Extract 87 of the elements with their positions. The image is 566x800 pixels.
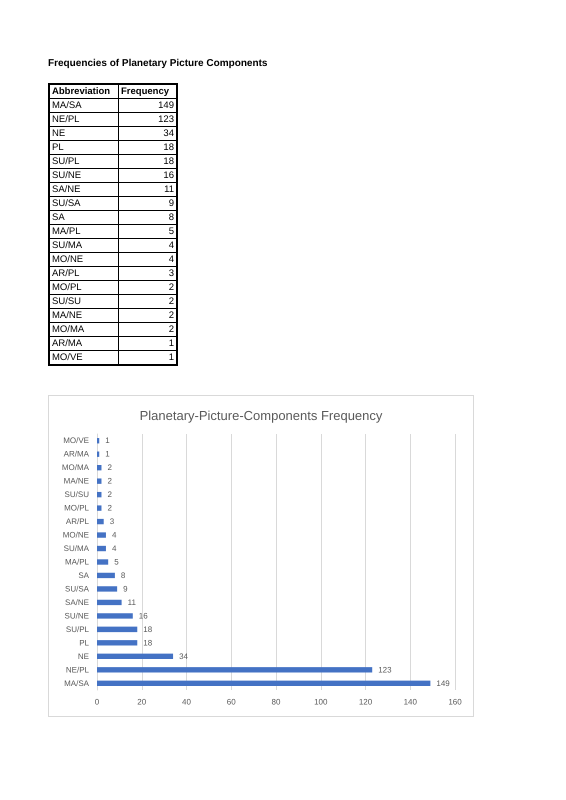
bar [97, 600, 122, 606]
y-tick-label: SA/NE [64, 598, 89, 607]
y-tick-label: AR/MA [64, 450, 90, 459]
data-label: 3 [110, 517, 115, 526]
data-label: 4 [112, 544, 117, 554]
y-tick-label: SU/MA [64, 544, 90, 554]
text: Frequency [118, 84, 177, 98]
data-label: 18 [118, 154, 177, 168]
y-tick-label: MA/NE [64, 476, 89, 486]
data-label: 9 [123, 584, 128, 594]
data-label: 4 [118, 252, 177, 266]
chart-title: Planetary-Picture-Components Frequency [140, 408, 383, 423]
data-label: 4 [112, 530, 117, 540]
data-label: 18 [143, 624, 153, 634]
y-tick-label: MA/SA [64, 678, 90, 688]
x-tick-label: 20 [137, 698, 147, 706]
data-label: 149 [436, 678, 450, 688]
data-label: 1 [118, 336, 177, 350]
x-tick-label: 120 [358, 698, 373, 706]
y-tick-label: SU/NE [64, 611, 89, 620]
bar [97, 667, 372, 672]
x-tick-label: 100 [314, 698, 328, 706]
data-label: 2 [118, 280, 177, 294]
data-label: 34 [118, 126, 177, 140]
data-label: 149 [118, 98, 177, 112]
bar [97, 464, 102, 470]
bar [97, 586, 118, 592]
x-tick-label: 0 [94, 698, 100, 706]
data-label: 5 [118, 224, 177, 238]
bar [97, 680, 430, 686]
data-label: 2 [107, 504, 112, 513]
bar [97, 546, 106, 552]
bar [97, 505, 102, 511]
y-tick-label: MO/PL [64, 504, 90, 513]
data-label: 8 [118, 210, 177, 224]
data-label: 16 [118, 168, 177, 182]
y-tick-label: MO/VE [63, 436, 89, 446]
data-label: 34 [179, 652, 189, 661]
y-tick-label: SU/SA [64, 584, 90, 594]
data-label: 2 [107, 490, 112, 500]
data-label: 2 [107, 476, 112, 486]
bar [97, 492, 102, 498]
x-tick-label: 140 [404, 698, 418, 706]
data-label: 2 [118, 322, 177, 336]
data-label: 8 [120, 570, 126, 580]
y-tick-label: SU/SU [64, 490, 90, 500]
data-label: 9 [118, 196, 177, 210]
data-label: 2 [118, 294, 177, 308]
data-label: 1 [105, 450, 110, 459]
bar [97, 572, 115, 578]
data-label: 5 [114, 558, 120, 566]
bar [97, 559, 108, 565]
bar [97, 654, 174, 660]
data-label: 18 [143, 638, 153, 648]
bar [97, 532, 106, 538]
x-tick-label: 160 [448, 698, 462, 706]
text: Abbreviation [49, 84, 118, 98]
x-tick-label: 40 [182, 698, 192, 706]
bar [97, 613, 133, 619]
data-label: 16 [138, 611, 148, 620]
y-tick-label: SU/PL [66, 624, 90, 634]
data-label: 11 [118, 182, 177, 196]
data-label: 123 [118, 112, 177, 126]
y-tick-label: PL [79, 638, 90, 648]
y-tick-label: MA/PL [64, 558, 90, 566]
bar [97, 626, 138, 632]
bar [97, 518, 104, 524]
data-label: 18 [118, 140, 177, 154]
y-tick-label: NE [78, 652, 89, 661]
y-tick-label: AR/PL [66, 517, 90, 526]
data-label: 1 [118, 350, 177, 365]
x-tick-label: 60 [226, 698, 236, 706]
y-tick-label: NE/PL [66, 665, 90, 674]
text: Frequencies of Planetary Picture Components [48, 58, 268, 69]
y-tick-label: MO/MA [62, 463, 90, 472]
data-label: 123 [378, 665, 392, 674]
x-tick-label: 80 [272, 698, 281, 706]
data-label: 4 [118, 238, 177, 252]
data-label: 2 [107, 463, 112, 472]
data-label: 11 [128, 598, 136, 607]
data-label: 1 [105, 436, 110, 446]
bar [97, 478, 102, 484]
data-label: 3 [118, 266, 177, 280]
y-tick-label: SA [78, 570, 90, 580]
data-label: 2 [118, 308, 177, 322]
y-tick-label: MO/NE [62, 530, 89, 540]
bar [97, 640, 138, 646]
